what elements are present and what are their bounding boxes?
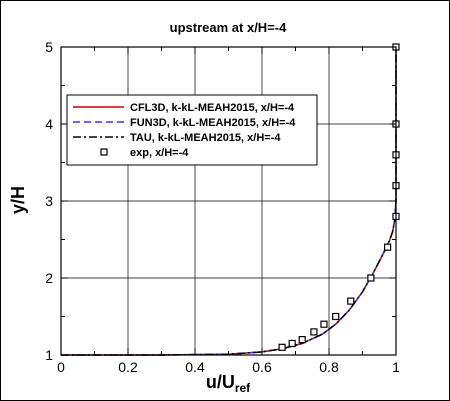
data-point-exp-2 <box>298 336 306 344</box>
y-tick-label-2: 3 <box>45 193 53 209</box>
legend-label-2: TAU, k-kL-MEAH2015, x/H=-4 <box>130 132 281 144</box>
legend-label-1: FUN3D, k-kL-MEAH2015, x/H=-4 <box>130 117 296 129</box>
y-tick-label-4: 5 <box>45 39 53 55</box>
x-tick-label-1: 0.2 <box>118 359 138 375</box>
plot-area <box>61 43 400 356</box>
x-axis-label-main: u/U <box>206 372 235 392</box>
data-point-exp-3 <box>310 328 318 336</box>
x-axis-label: u/Uref <box>206 372 251 395</box>
x-tick-label-2: 0.4 <box>185 359 205 375</box>
legend-label-3: exp, x/H=-4 <box>130 147 189 159</box>
data-point-exp-5 <box>332 312 340 321</box>
x-tick-label-3: 0.6 <box>252 359 272 375</box>
y-tick-label-1: 2 <box>45 270 53 286</box>
x-axis-label-subscript: ref <box>235 381 251 395</box>
data-point-exp-1 <box>288 339 296 348</box>
grid <box>60 46 397 356</box>
tick-labels: 0 0.2 0.4 0.6 0.8 1 1 2 3 4 5 <box>45 39 400 375</box>
legend-box <box>66 94 318 166</box>
data-point-exp-8 <box>384 243 392 251</box>
legend: CFL3D, k-kL-MEAH2015, x/H=-4 FUN3D, k-kL-… <box>66 94 318 166</box>
data-point-exp-7 <box>367 274 375 282</box>
x-tick-label-4: 0.8 <box>319 359 339 375</box>
y-tick-label-3: 4 <box>45 116 53 132</box>
legend-swatch-3 <box>100 148 108 156</box>
y-tick-label-0: 1 <box>45 347 53 363</box>
axes <box>60 46 397 356</box>
data-point-exp-0 <box>278 343 286 351</box>
legend-label-0: CFL3D, k-kL-MEAH2015, x/H=-4 <box>130 102 295 114</box>
chart-title: upstream at x/H=-4 <box>170 20 287 35</box>
x-tick-label-0: 0 <box>57 359 65 375</box>
y-axis-label: y/H <box>8 186 28 214</box>
x-tick-label-5: 1 <box>392 359 400 375</box>
data-point-exp-6 <box>347 297 355 305</box>
data-point-exp-4 <box>320 320 328 328</box>
